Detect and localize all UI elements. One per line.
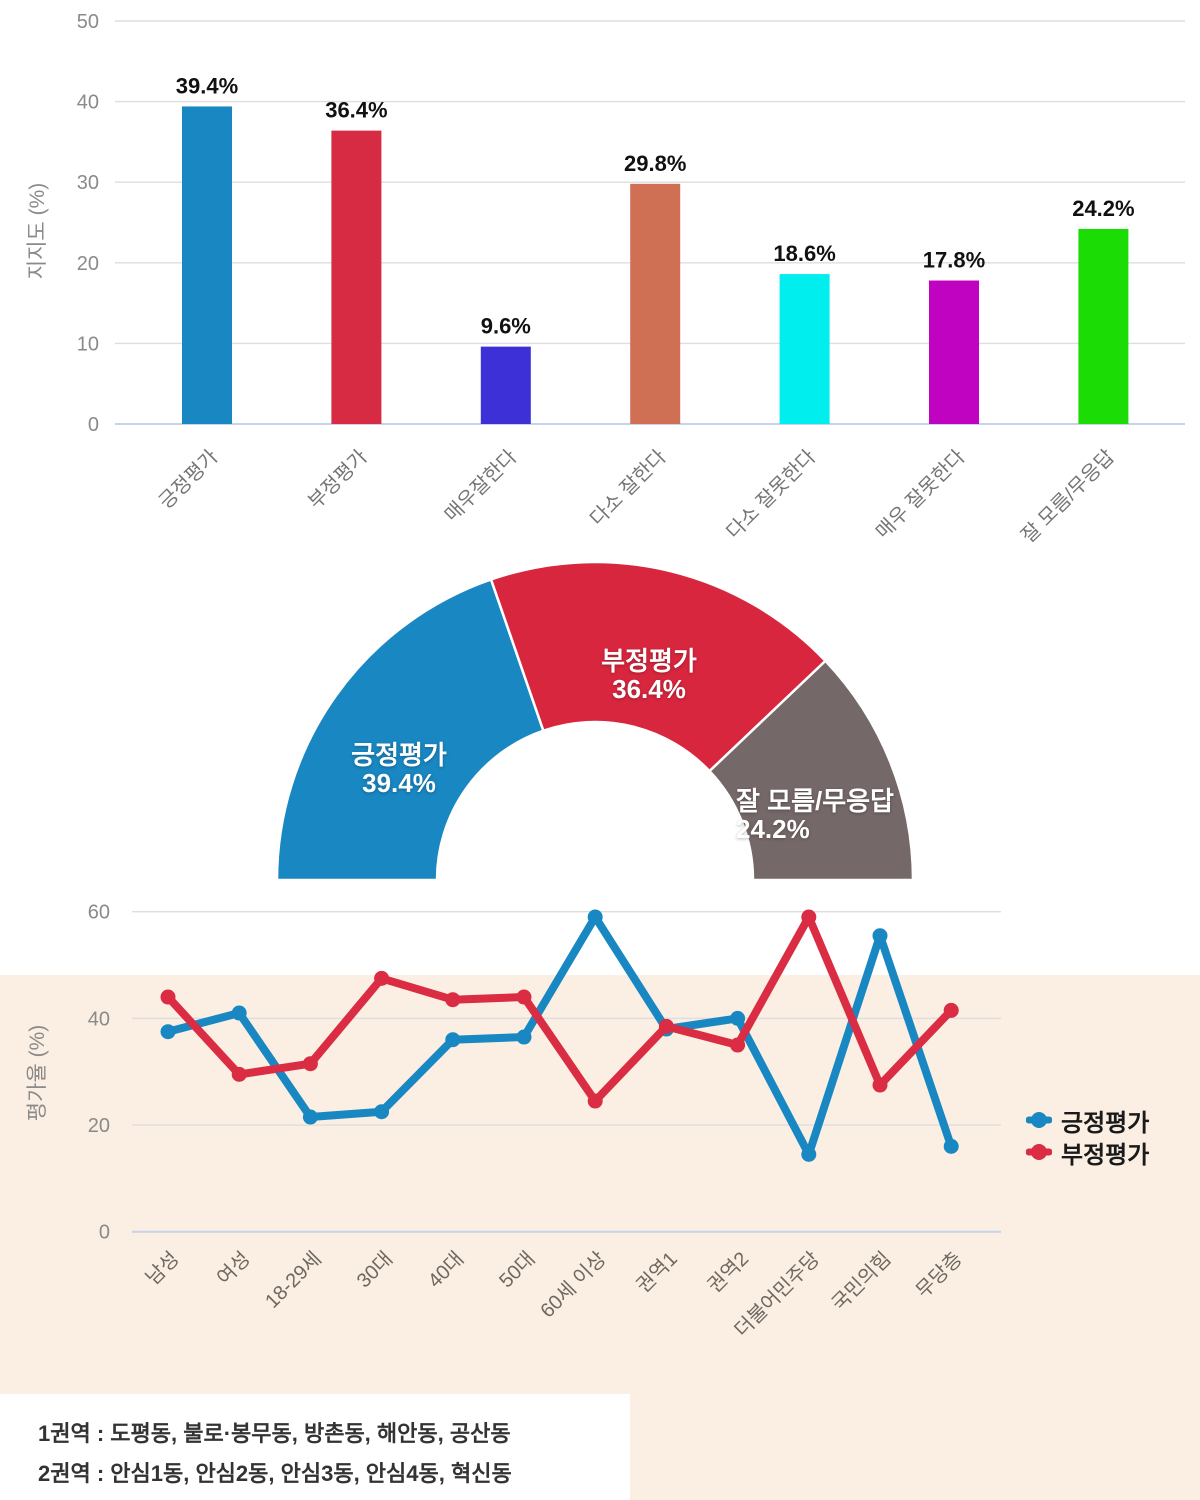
point-positive-9	[801, 1146, 817, 1162]
bar-x-label-6: 잘 모름/무응답	[1017, 445, 1119, 547]
point-negative-11	[943, 1002, 959, 1018]
line-y-tick-0: 0	[99, 1222, 110, 1244]
bar-x-label-1: 부정평가	[304, 445, 372, 513]
series-line-positive	[164, 913, 956, 1159]
bar-x-label-2: 매우잘한다	[440, 445, 521, 526]
bar-1	[331, 130, 382, 424]
bar-value-label-2: 9.6%	[481, 314, 531, 339]
legend-marker-positive-icon	[1026, 1112, 1052, 1128]
bar-y-axis-title: 지지도 (%)	[26, 183, 49, 279]
point-negative-1	[231, 1066, 247, 1082]
point-positive-0	[160, 1024, 176, 1040]
line-x-label-5: 50대	[495, 1247, 540, 1292]
line-x-label-4: 40대	[423, 1247, 468, 1292]
donut-label-pct-1: 36.4%	[612, 674, 686, 704]
point-positive-10	[872, 928, 888, 944]
point-positive-11	[943, 1138, 959, 1154]
line-x-label-1: 여성	[212, 1247, 254, 1289]
bar-6	[1078, 228, 1129, 424]
bar-2	[480, 346, 531, 424]
donut-label-name-2: 잘 모름/무응답	[736, 786, 894, 816]
point-positive-6	[587, 909, 603, 925]
donut-label-pct-2: 24.2%	[736, 814, 810, 844]
line-x-label-8: 권역2	[703, 1247, 753, 1297]
bar-x-label-5: 매우 잘못한다	[871, 445, 969, 543]
line-x-label-3: 30대	[352, 1247, 397, 1292]
point-positive-1	[231, 1005, 247, 1021]
legend-label-negative: 부정평가	[1061, 1141, 1150, 1169]
footnote-box: 1권역 : 도평동, 불로·봉무동, 방촌동, 해안동, 공산동 2권역 : 안…	[0, 1394, 630, 1500]
half-donut-svg	[275, 560, 915, 882]
point-positive-5	[516, 1029, 532, 1045]
bar-y-tick-30: 30	[77, 172, 99, 194]
bar-value-label-6: 24.2%	[1072, 196, 1134, 221]
donut-slice-1	[489, 560, 828, 773]
donut-label-1: 부정평가 36.4%	[601, 647, 697, 703]
point-positive-2	[302, 1109, 318, 1125]
bar-chart-svg: 50 40 30 20 10 0 지지도 (%) 39.4% 긍정평가 36.4% 부정평가 9.6%…	[26, 11, 1185, 547]
point-negative-3	[374, 970, 390, 986]
bar-y-tick-20: 20	[77, 253, 99, 275]
footnote-line1: 1권역 : 도평동, 불로·봉무동, 방촌동, 해안동, 공산동	[38, 1421, 511, 1446]
donut-label-2: 잘 모름/무응답 24.2%	[736, 787, 894, 843]
donut-label-name-0: 긍정평가	[351, 740, 447, 770]
donut-label-name-1: 부정평가	[601, 646, 697, 676]
bar-y-tick-0: 0	[88, 414, 99, 436]
bar-y-tick-40: 40	[77, 92, 99, 114]
legend-label-positive: 긍정평가	[1061, 1109, 1150, 1137]
point-negative-0	[160, 989, 176, 1005]
point-positive-4	[445, 1032, 461, 1048]
bar-0	[182, 106, 232, 424]
bar-y-tick-50: 50	[77, 11, 99, 33]
line-x-label-7: 권역1	[632, 1247, 682, 1297]
bar-3	[630, 183, 681, 424]
bar-value-label-3: 29.8%	[624, 151, 686, 176]
line-x-label-11: 무당층	[911, 1247, 966, 1302]
line-y-axis-title: 평가율 (%)	[26, 1025, 49, 1121]
legend-marker-negative-icon	[1026, 1144, 1052, 1160]
bar-value-label-1: 36.4%	[325, 98, 387, 123]
point-positive-3	[374, 1104, 390, 1120]
point-negative-9	[801, 909, 817, 925]
footnote-line2: 2권역 : 안심1동, 안심2동, 안심3동, 안심4동, 혁신동	[38, 1461, 512, 1486]
bar-5	[929, 280, 979, 424]
point-negative-6	[587, 1093, 603, 1109]
point-negative-8	[730, 1037, 746, 1053]
point-negative-2	[302, 1056, 318, 1072]
point-positive-8	[730, 1010, 746, 1026]
donut-label-pct-0: 39.4%	[362, 768, 436, 798]
legend-item-negative: 부정평가	[1026, 1136, 1150, 1169]
line-y-tick-40: 40	[88, 1008, 110, 1030]
line-y-tick-60: 60	[88, 902, 110, 924]
legend-item-positive: 긍정평가	[1026, 1104, 1150, 1137]
line-chart-legend: 긍정평가 부정평가	[1026, 1104, 1150, 1169]
donut-label-0: 긍정평가 39.4%	[351, 741, 447, 797]
donut-slice-2	[707, 659, 915, 882]
bar-x-label-3: 다소 잘한다	[585, 445, 670, 530]
series-line-negative	[164, 913, 956, 1105]
bar-y-tick-10: 10	[77, 333, 99, 355]
point-negative-7	[658, 1018, 674, 1034]
point-negative-10	[872, 1077, 888, 1093]
point-negative-5	[516, 989, 532, 1005]
line-x-label-0: 남성	[141, 1247, 183, 1289]
bar-4	[779, 274, 830, 424]
line-y-tick-20: 20	[88, 1115, 110, 1137]
bar-x-label-0: 긍정평가	[154, 445, 222, 513]
donut-slice-0	[275, 577, 545, 882]
bar-x-label-4: 다소 잘못한다	[722, 445, 820, 543]
bar-value-label-5: 17.8%	[923, 248, 985, 273]
bar-value-label-4: 18.6%	[773, 241, 835, 266]
point-negative-4	[445, 992, 461, 1008]
bar-value-label-0: 39.4%	[176, 73, 238, 98]
